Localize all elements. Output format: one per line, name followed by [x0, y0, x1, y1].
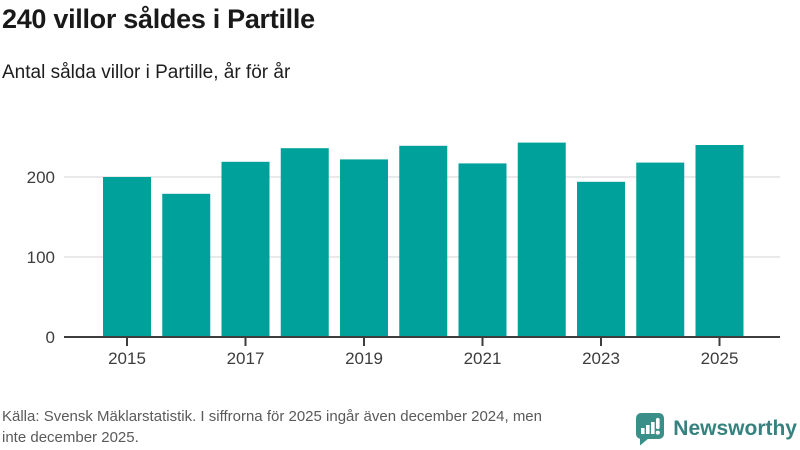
page-title: 240 villor såldes i Partille: [2, 4, 315, 34]
bar-2015: [103, 177, 151, 337]
chart-subtitle: Antal sålda villor i Partille, år för år: [2, 62, 291, 83]
y-tick-label-200: 200: [27, 168, 55, 187]
source-note-line2: inte december 2025.: [2, 428, 139, 446]
bar-2023: [577, 181, 625, 337]
newsworthy-icon: [636, 413, 665, 446]
bar-2025: [695, 145, 744, 337]
bar-2016: [162, 193, 211, 337]
bar-2024: [636, 162, 685, 337]
y-tick-label-0: 0: [46, 328, 55, 347]
newsworthy-wordmark: Newsworthy: [673, 417, 797, 440]
x-tick-label-2023: 2023: [582, 349, 620, 368]
bar-2019: [340, 159, 388, 337]
bar-2017: [221, 161, 270, 337]
source-note-line1: Källa: Svensk Mäklarstatistik. I siffror…: [2, 408, 542, 425]
x-tick-label-2021: 2021: [464, 349, 502, 368]
bar-chart: 0 100 200 2015 2017 2019 2021 2023 2025: [27, 142, 780, 368]
bar-2018: [280, 148, 329, 337]
x-tick-label-2019: 2019: [345, 349, 383, 368]
source-note: Källa: Svensk Mäklarstatistik. I siffror…: [2, 407, 642, 448]
bar-2021: [458, 163, 507, 337]
bar-2022: [517, 142, 566, 337]
x-tick-label-2015: 2015: [108, 349, 146, 368]
y-tick-label-100: 100: [27, 248, 55, 267]
newsworthy-logo[interactable]: Newsworthy: [635, 412, 797, 446]
x-tick-label-2017: 2017: [227, 349, 265, 368]
bar-2020: [399, 145, 448, 337]
x-tick-label-2025: 2025: [701, 349, 739, 368]
